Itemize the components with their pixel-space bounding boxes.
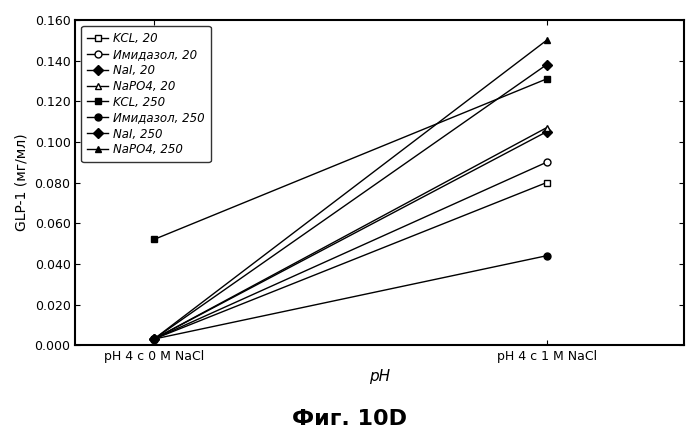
Y-axis label: GLP-1 (мг/мл): GLP-1 (мг/мл) <box>15 134 29 231</box>
Line: NaPO4, 20: NaPO4, 20 <box>150 124 550 343</box>
Legend: KCL, 20, Имидазол, 20, NaI, 20, NaPO4, 20, KCL, 250, Имидазол, 250, NaI, 250, Na: KCL, 20, Имидазол, 20, NaI, 20, NaPO4, 2… <box>81 26 210 162</box>
Имидазол, 250 <box>542 253 551 258</box>
X-axis label: pH: pH <box>369 369 390 384</box>
Line: Имидазол, 250: Имидазол, 250 <box>150 252 550 343</box>
NaPO4, 20 <box>150 336 158 342</box>
Line: NaI, 20: NaI, 20 <box>150 128 550 343</box>
KCL, 20 <box>150 336 158 342</box>
KCL, 250 <box>150 237 158 242</box>
KCL, 20 <box>542 180 551 185</box>
Line: Имидазол, 20: Имидазол, 20 <box>150 159 550 343</box>
Имидазол, 20 <box>150 336 158 342</box>
NaI, 20 <box>542 129 551 134</box>
Text: Фиг. 10D: Фиг. 10D <box>292 409 407 429</box>
Line: KCL, 250: KCL, 250 <box>150 75 550 243</box>
NaI, 20 <box>150 336 158 342</box>
NaPO4, 20 <box>542 125 551 131</box>
Имидазол, 20 <box>542 159 551 165</box>
KCL, 250 <box>542 76 551 81</box>
Line: KCL, 20: KCL, 20 <box>150 179 550 343</box>
Имидазол, 250 <box>150 336 158 342</box>
